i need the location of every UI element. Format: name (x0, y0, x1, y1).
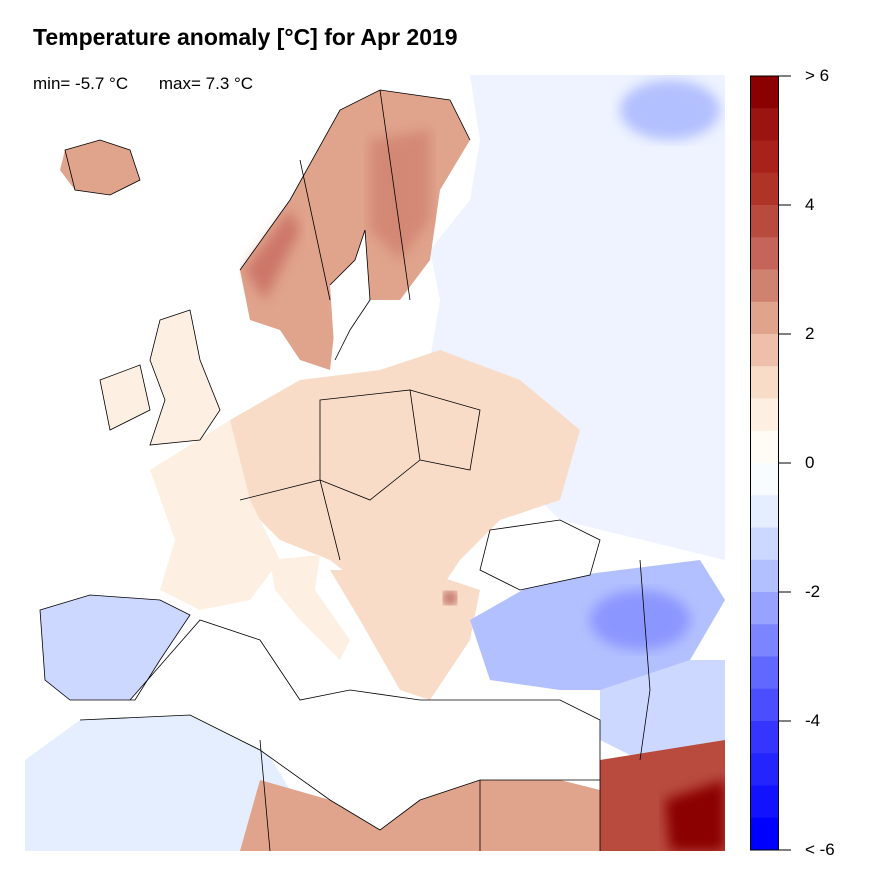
colorbar-bin (750, 366, 778, 399)
colorbar-bin (750, 656, 778, 690)
land-areas (25, 75, 725, 851)
region-maghreb (25, 715, 300, 851)
colorbar-bin (750, 817, 778, 851)
colorbar-tick-label: -2 (805, 582, 821, 601)
colorbar-bin (750, 205, 778, 238)
colorbar-bin (750, 301, 778, 335)
colorbar-tick-label: -4 (805, 711, 821, 730)
colorbar-bin (750, 76, 778, 109)
sea-areas (80, 230, 600, 830)
colorbar-bin (750, 430, 778, 464)
cold-patch-north-russia (620, 80, 720, 140)
colorbar-tick-label: > 6 (805, 66, 830, 85)
colorbar-bin (750, 527, 778, 561)
min-max-readout: min= -5.7 °C max= 7.3 °C (33, 74, 279, 94)
colorbar (750, 75, 791, 851)
baltic-sea (330, 230, 370, 360)
region-egypt-hot (665, 780, 725, 851)
region-middle-east (600, 660, 725, 760)
region-balkans (330, 570, 480, 700)
colorbar-bin (750, 108, 778, 141)
region-france (150, 420, 280, 610)
region-iceland (60, 140, 140, 195)
region-ireland (100, 365, 150, 430)
region-norway-coast (245, 210, 300, 300)
colorbar-bin (750, 624, 778, 657)
anomaly-map (25, 75, 725, 851)
colorbar-bin (750, 688, 778, 722)
colorbar-bin (750, 398, 778, 432)
region-finland-core (370, 130, 430, 260)
colorbar-tick-label: < -6 (805, 840, 835, 859)
hot-spot-bulgaria (444, 592, 456, 604)
region-iberia (40, 595, 190, 700)
region-central-europe (230, 350, 580, 620)
colorbar-tick-label: 0 (805, 453, 815, 472)
region-uk (150, 310, 220, 445)
colorbar-bin (750, 334, 778, 367)
region-libya (240, 780, 600, 851)
colorbar-bin (750, 140, 778, 174)
colorbar-bin (750, 721, 778, 754)
cold-patch-turkey (590, 590, 690, 650)
colorbar-bin (750, 172, 778, 206)
map-title: Temperature anomaly [°C] for Apr 2019 (33, 24, 458, 50)
max-value: max= 7.3 °C (158, 74, 254, 93)
colorbar-bin (750, 559, 778, 593)
country-borders (39, 89, 651, 851)
colorbar-tick-label: 2 (805, 324, 815, 343)
colorbar-bin (750, 237, 778, 270)
black-sea (480, 520, 600, 590)
colorbar-bin (750, 592, 778, 625)
min-value: min= -5.7 °C (33, 74, 129, 93)
region-italy (270, 555, 350, 660)
colorbar-bin (750, 785, 778, 819)
colorbar-bin (750, 269, 778, 303)
colorbar-bin (750, 495, 778, 528)
mediterranean-sea (80, 620, 600, 830)
colorbar-bin (750, 463, 778, 496)
colorbar-bin (750, 753, 778, 786)
colorbar-tick-label: 4 (805, 195, 815, 214)
